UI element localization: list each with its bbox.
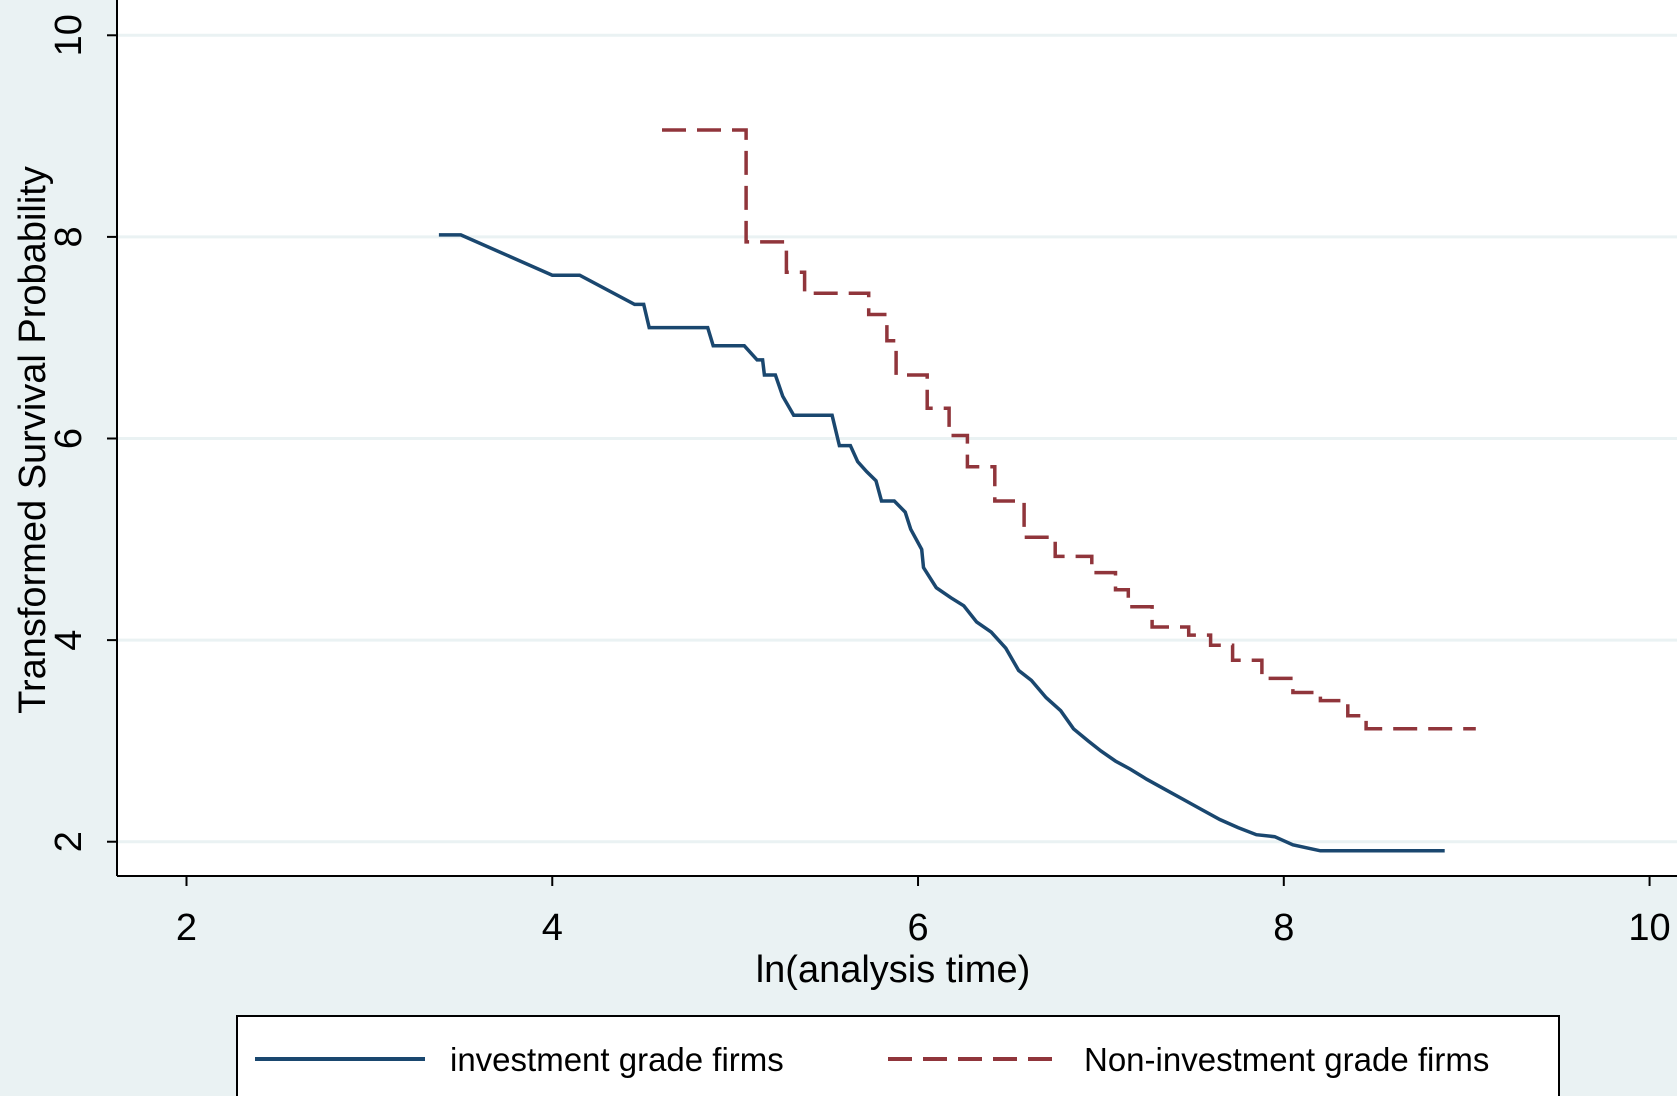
x-tick-label: 8	[1273, 907, 1294, 949]
legend: investment grade firms Non-investment gr…	[236, 1015, 1560, 1096]
legend-label-investment-grade: investment grade firms	[450, 1041, 784, 1078]
x-tick-label: 6	[907, 907, 928, 949]
x-axis-title: ln(analysis time)	[756, 949, 1031, 991]
y-axis-title: Transformed Survival Probability	[12, 166, 54, 714]
tick-marks-and-labels: 2 4 6 8 10 2 4 6 8 10	[48, 14, 1671, 949]
legend-box	[236, 1015, 1560, 1096]
grid-lines	[117, 33, 1677, 844]
non-investment-grade-line	[662, 128, 1476, 731]
y-tick-label: 2	[48, 831, 90, 852]
y-tick-label: 10	[48, 14, 90, 56]
y-tick-label: 4	[48, 630, 90, 651]
investment-grade-line	[438, 233, 1445, 853]
x-tick-label: 2	[176, 907, 197, 949]
x-tick-label: 4	[542, 907, 563, 949]
y-tick-label: 8	[48, 226, 90, 247]
legend-label-non-investment-grade: Non-investment grade firms	[1084, 1041, 1489, 1078]
series-layer	[438, 128, 1476, 853]
y-tick-label: 6	[48, 428, 90, 449]
x-tick-label: 10	[1628, 907, 1670, 949]
